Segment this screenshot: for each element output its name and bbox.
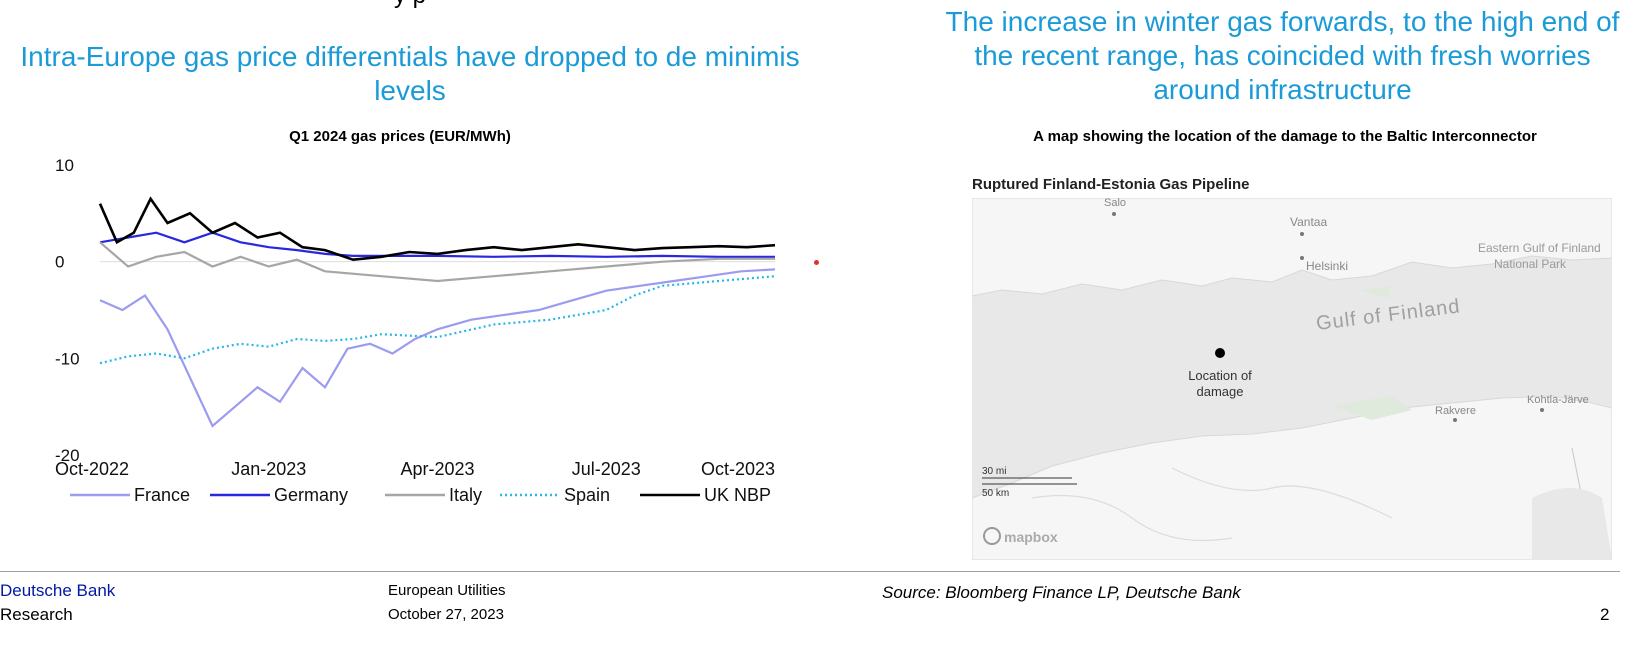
label-national-park: National Park [1494,257,1567,271]
footer-doc-date: October 27, 2023 [388,606,504,623]
legend-label: France [134,485,190,505]
x-axis-ticks: Oct-2022 Jan-2023 Apr-2023 Jul-2023 Oct-2023 [55,459,775,479]
damage-location-marker [1215,348,1225,358]
left-headline: Intra-Europe gas price differentials hav… [20,41,800,106]
map-heading: Ruptured Finland-Estonia Gas Pipeline [972,176,1250,193]
legend-label: Italy [449,485,482,505]
scale-km-label: 50 km [982,488,1009,499]
series-line-spain [99,275,776,365]
right-headline: The increase in winter gas forwards, to … [945,6,1620,105]
left-chart-title: Q1 2024 gas prices (EUR/MWh) [289,128,511,145]
series-line-uk-nbp [98,196,776,262]
footer-divider [0,571,1620,572]
footer-source: Source: Bloomberg Finance LP, Deutsche B… [882,583,1241,602]
top-cutoff-text: y p [0,0,820,10]
chart-legend: France Germany Italy Spain UK NBP [70,485,771,505]
series-line-italy [99,241,775,283]
y-tick-label: 10 [55,156,74,175]
y-tick-label: -20 [55,446,80,465]
label-helsinki: Helsinki [1306,259,1348,273]
footer-doc-title: European Utilities [388,582,506,599]
label-damage-1: Location of [1188,368,1252,383]
label-rakvere: Rakvere [1435,405,1476,417]
baltic-map: Salo Vantaa Helsinki Eastern Gulf of Fin… [972,198,1612,560]
y-tick-label: -10 [55,349,80,368]
x-tick-label: Jul-2023 [572,459,641,479]
red-dot-marker [814,260,819,265]
x-tick-label: Oct-2022 [55,459,129,479]
series-line-france [99,268,776,428]
map-park-patch [1332,396,1412,420]
footer-brand: Deutsche Bank [0,581,116,600]
label-damage-2: damage [1197,384,1244,399]
y-axis-ticks: 10 0 -10 -20 [55,156,775,465]
label-kohtla-jarve: Kohtla-Järve [1527,394,1589,406]
x-tick-label: Oct-2023 [701,459,775,479]
x-tick-label: Jan-2023 [231,459,306,479]
scale-mi-label: 30 mi [982,466,1006,477]
chart-lines [98,196,776,428]
map-title: A map showing the location of the damage… [1033,128,1537,145]
footer-research: Research [0,605,73,624]
map-estonia-land [972,395,1612,560]
map-park-patch [1362,286,1392,298]
legend-label: Germany [274,485,348,505]
y-tick-label: 0 [55,253,64,272]
x-tick-label: Apr-2023 [400,459,474,479]
page-number: 2 [1600,605,1610,624]
label-eastern-gulf: Eastern Gulf of Finland [1478,241,1601,255]
map-finland-land [972,198,1612,297]
label-salo: Salo [1104,198,1126,209]
label-vantaa: Vantaa [1290,215,1327,229]
legend-label: UK NBP [704,485,771,505]
gas-price-chart: 10 0 -10 -20 Oct-2022 Jan-2023 Apr-2023 Jul-20… [55,156,776,505]
legend-label: Spain [564,485,610,505]
mapbox-logo: mapbox [1004,529,1058,545]
